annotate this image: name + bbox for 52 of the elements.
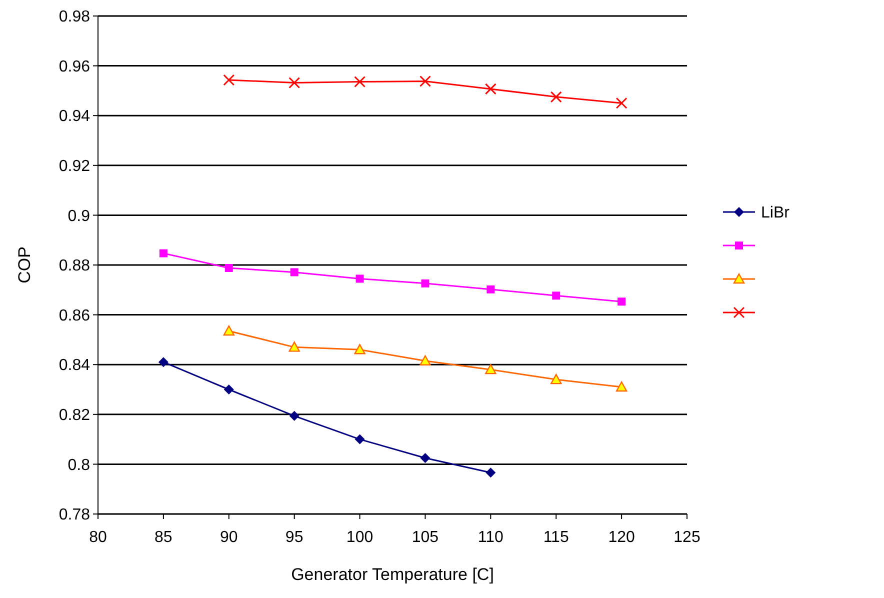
y-tick-label: 0.98 — [58, 8, 90, 26]
x-tick-label: 120 — [608, 529, 635, 546]
x-tick-label: 110 — [478, 529, 504, 546]
point — [354, 344, 366, 354]
y-tick-label: 0.96 — [58, 58, 90, 76]
x-tick-label: 115 — [543, 529, 569, 546]
point — [486, 285, 495, 294]
point — [356, 274, 364, 283]
point — [616, 381, 628, 392]
y-tick-label: 0.84 — [58, 357, 90, 374]
y-tick-label: 0.94 — [58, 108, 90, 126]
point — [354, 76, 366, 88]
point — [288, 76, 300, 88]
y-tick-label: 0.92 — [58, 158, 90, 175]
point — [485, 364, 496, 374]
y-axis-title: COP — [15, 246, 34, 284]
x-tick-label: 105 — [412, 529, 439, 546]
point — [618, 298, 626, 306]
point — [288, 342, 300, 352]
point — [484, 83, 496, 95]
y-tick-label: 0.82 — [58, 407, 90, 424]
point — [158, 357, 168, 368]
point — [224, 384, 234, 394]
point — [354, 434, 365, 444]
point — [159, 249, 168, 258]
x-tick-label: 95 — [285, 529, 304, 546]
point — [290, 268, 298, 276]
x-axis-title: Generator Temperature [C] — [291, 565, 494, 584]
x-tick-label: 125 — [674, 529, 700, 546]
x-tick-label: 100 — [346, 529, 374, 546]
y-tick-label: 0.9 — [68, 208, 90, 225]
point — [420, 452, 430, 463]
point — [419, 75, 431, 87]
x-tick-label: 85 — [154, 529, 172, 546]
x-tick-label: 80 — [89, 529, 107, 546]
point — [224, 264, 233, 272]
point — [420, 355, 431, 366]
point — [550, 374, 562, 384]
point — [550, 91, 562, 103]
y-tick-label: 0.88 — [58, 258, 90, 275]
y-tick-label: 0.86 — [58, 307, 90, 324]
x-tick-label: 90 — [220, 529, 238, 546]
point — [486, 468, 496, 478]
point — [223, 74, 235, 86]
point — [289, 410, 300, 421]
y-tick-label: 0.78 — [58, 506, 90, 524]
point — [223, 325, 234, 336]
point — [552, 292, 560, 300]
point — [616, 97, 628, 109]
legend-label: LiBr — [761, 204, 790, 222]
point — [421, 279, 430, 288]
y-tick-label: 0.8 — [68, 456, 90, 474]
